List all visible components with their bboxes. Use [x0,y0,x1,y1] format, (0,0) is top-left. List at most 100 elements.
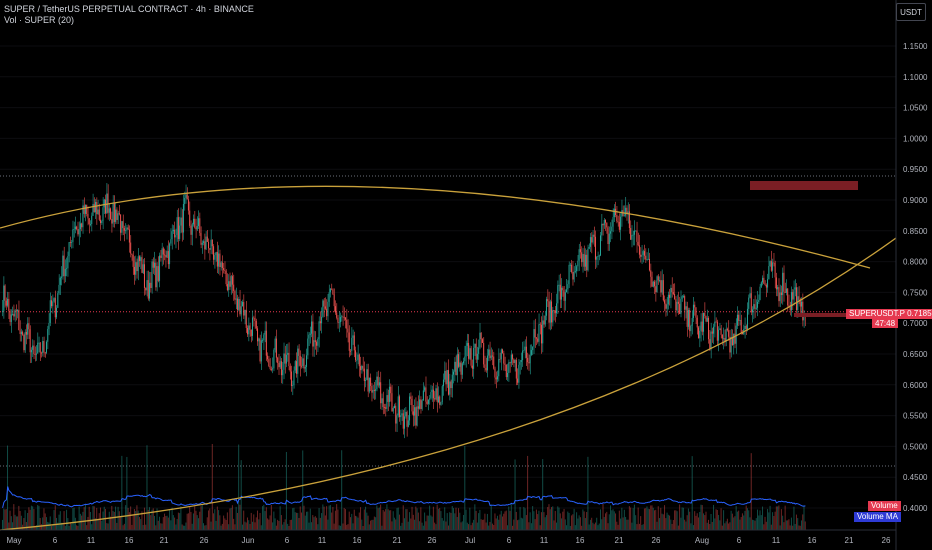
candle-body [689,310,691,332]
volume-bar [213,513,215,530]
volume-bar [705,511,707,530]
candle-body [494,368,496,378]
volume-bar [255,517,257,530]
volume-bar [116,522,118,530]
volume-bar [118,511,120,530]
candle-body [20,331,22,335]
volume-bar [471,522,473,530]
volume-bar [367,515,369,530]
volume-bar [741,513,743,530]
candle-body [606,222,608,228]
time-tick-label: 26 [882,536,891,545]
currency-button[interactable]: USDT [896,3,926,21]
volume-bar [623,509,625,530]
volume-bar [201,505,203,530]
candle-body [659,280,661,281]
candle-body [37,342,39,354]
candle-body [154,262,156,268]
candle-body [685,306,687,310]
volume-bar [435,524,437,530]
volume-bar [490,504,492,530]
time-tick-label: 6 [53,536,58,545]
candle-body [373,389,375,391]
volume-bar [582,509,584,530]
volume-bar [754,520,756,530]
volume-bar [28,507,30,530]
candle-body [273,349,275,369]
volume-bar [481,519,483,530]
volume-bar [655,509,657,530]
volume-bar [279,506,281,530]
candle-body [77,229,79,235]
candle-body [409,396,411,421]
volume-bar [527,455,529,530]
candle-body [524,346,526,351]
candle-body [449,381,451,395]
candle-body [566,289,568,293]
volume-bar [308,522,310,530]
candle-body [162,248,164,255]
volume-bar [348,511,350,530]
candle-body [638,245,640,255]
volume-bar [270,504,272,530]
volume-bar [292,508,294,530]
volume-bar [612,509,614,530]
candle-body [564,292,566,301]
candle-body [248,325,250,335]
volume-indicator-label[interactable]: Vol · SUPER (20) [4,15,75,25]
candle-body [571,264,573,272]
volume-bar [234,524,236,530]
candle-body [430,392,432,399]
volume-bar [512,525,514,530]
volume-bar [652,507,654,530]
candle-body [287,352,289,355]
candle-body [204,241,206,250]
candle-body [251,317,253,336]
candle-body [25,331,27,335]
candle-body [611,226,613,232]
volume-bar [37,505,39,530]
candle-body [692,304,694,318]
volume-bar [529,512,531,530]
volume-bar [677,525,679,530]
volume-bar [691,456,693,530]
candle-body [616,214,618,222]
volume-bar [69,522,71,530]
volume-bar [455,507,457,530]
candle-body [203,241,205,243]
candle-body [514,360,516,364]
candle-body [180,217,182,226]
candle-body [553,310,555,311]
volume-bar [410,518,412,530]
candle-body [353,335,355,351]
candle-body [657,276,659,281]
candle-body [42,341,44,353]
candle-body [455,361,457,375]
candle-body [370,377,372,386]
volume-bar [113,511,115,530]
candle-body [778,287,780,302]
volume-bar [203,523,205,530]
volume-bar [552,506,554,530]
volume-bar [523,507,525,530]
candle-body [512,354,514,360]
volume-bar [728,523,730,530]
candle-body [337,317,339,323]
candle-body [177,217,179,239]
volume-bar [324,515,326,530]
candle-body [297,348,299,374]
candle-body [795,287,797,310]
candle-body [137,256,139,272]
volume-bar [640,516,642,530]
candle-body [160,255,162,258]
candle-body [249,325,251,330]
candle-body [278,362,280,368]
candle-body [99,219,101,224]
volume-bar [29,509,31,530]
candle-body [402,413,404,429]
candle-body [661,280,663,293]
volume-bar [63,511,65,530]
candle-body [670,287,672,298]
candle-body [501,349,503,354]
